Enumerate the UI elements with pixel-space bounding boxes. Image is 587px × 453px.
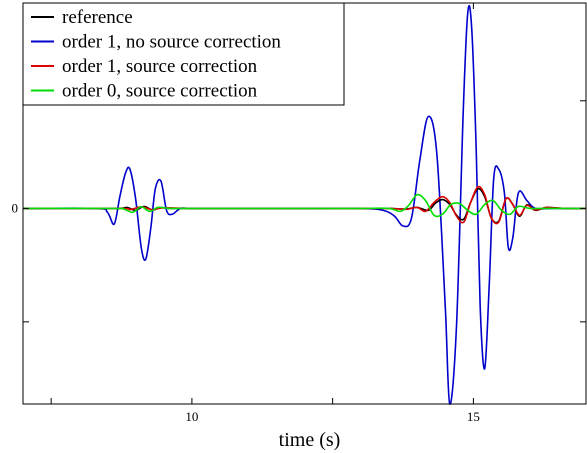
series-line-1 [22,4,586,405]
y-tick-label: 0 [12,200,19,215]
x-tick-label: 10 [185,409,198,424]
x-tick-label: 15 [467,409,480,424]
legend-label: order 1, source correction [62,56,258,77]
x-axis-title: time (s) [279,429,341,451]
series-line-0 [22,187,587,224]
series-line-3 [22,193,586,218]
legend-label: reference [62,7,133,28]
legend-label: order 0, source correction [62,81,258,102]
legend-box [22,2,345,106]
series-layer [22,4,587,405]
legend-label: order 1, no source correction [62,32,281,53]
series-line-2 [22,185,587,225]
legend: reference order 1, no source correction or… [22,2,345,106]
